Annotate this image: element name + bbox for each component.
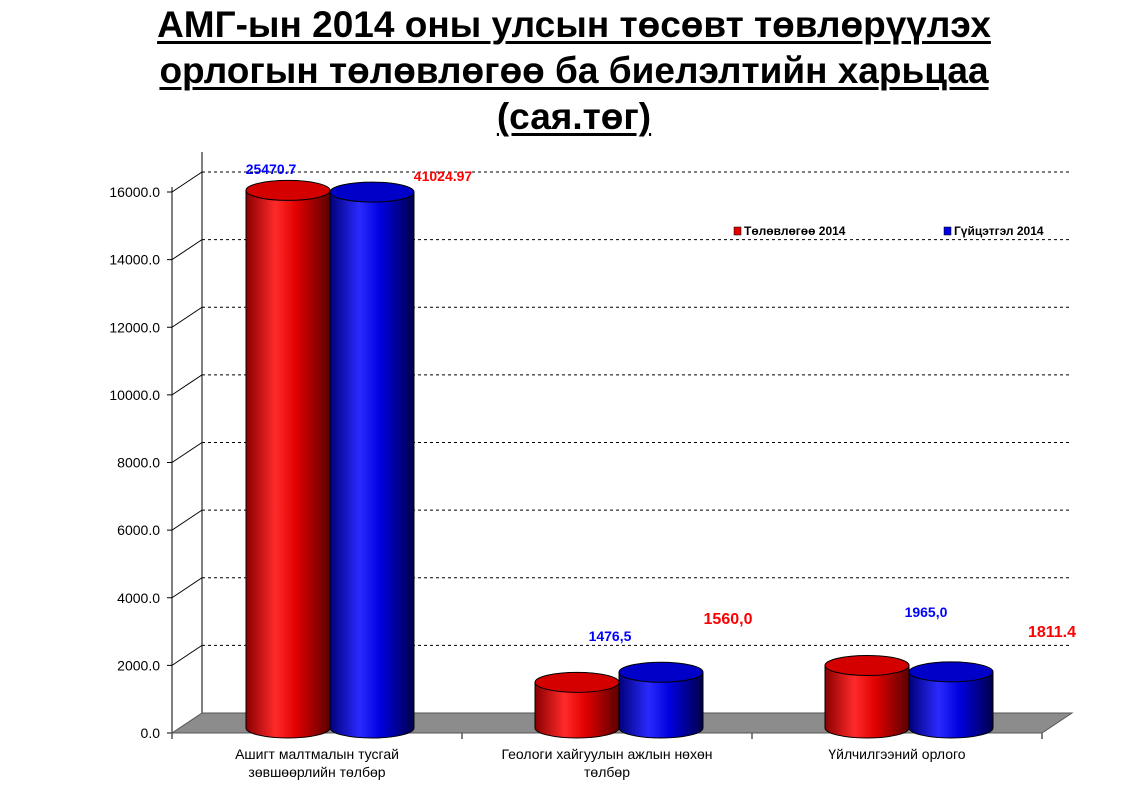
- gridline-side: [171, 171, 203, 193]
- legend-swatch: [733, 226, 742, 236]
- bar-cylinder-top: [534, 671, 620, 693]
- gridline-side: [171, 509, 203, 531]
- gridline-side: [171, 306, 203, 328]
- x-category-label: Геологи хайгуулын ажлын нөхөн: [502, 746, 713, 762]
- bar: [824, 654, 910, 739]
- bar-cylinder-top: [824, 654, 910, 676]
- data-label: 41024.97: [414, 168, 473, 184]
- legend-label: Гүйцэтгэл 2014: [954, 224, 1044, 238]
- bar-cylinder-top: [245, 179, 331, 201]
- bar-cylinder-body: [908, 671, 994, 739]
- data-labels: 25470.7 41024.97 1476,5 1560,0 1965,0 1811.4: [246, 161, 1076, 644]
- bar: [245, 179, 331, 739]
- data-label: 1476,5: [589, 628, 632, 644]
- legend: Төлөвлөгөө 2014 Гүйцэтгэл 2014: [733, 224, 1044, 238]
- data-label: 25470.7: [246, 161, 297, 177]
- gridline-side: [171, 374, 203, 396]
- y-tick-label: 0.0: [141, 725, 161, 741]
- chart-title-line-1: АМГ-ын 2014 оны улсын төсөвт төвлөрүүлэх: [157, 4, 991, 45]
- y-tick-label: 4000.0: [117, 590, 160, 606]
- y-tick-label: 12000.0: [109, 319, 160, 335]
- axes: 0.0 2000.0 4000.0 6000.0 8000.0 10000.0 12000.…: [109, 152, 1043, 780]
- gridline-side: [171, 644, 203, 666]
- y-tick-label: 8000.0: [117, 455, 160, 471]
- x-category-label: Ашигт малтмалын тусгай: [235, 746, 399, 762]
- bar-cylinder-top: [908, 661, 994, 683]
- bar: [329, 181, 415, 739]
- chart-title-line-2: орлогын төлөвлөгөө ба биелэлтийн харьцаа: [159, 50, 989, 91]
- legend-swatch: [943, 226, 952, 236]
- x-category-label: зөвшөөрлийн төлбөр: [248, 764, 385, 780]
- gridline-side: [171, 442, 203, 463]
- data-label: 1560,0: [704, 611, 753, 628]
- gridline-side: [171, 577, 203, 599]
- chart-title: АМГ-ын 2014 оны улсын төсөвт төвлөрүүлэх…: [0, 2, 1148, 140]
- data-label: 1965,0: [905, 604, 948, 620]
- bar-cylinder-body: [329, 191, 415, 739]
- bar-cylinder-top: [618, 661, 704, 683]
- bar-cylinder-body: [245, 189, 331, 739]
- bar: [534, 671, 620, 739]
- y-tick-label: 2000.0: [117, 657, 160, 673]
- bar-cylinder-body: [534, 681, 620, 739]
- y-tick-label: 14000.0: [109, 252, 160, 268]
- bar-cylinder-top: [329, 181, 415, 203]
- bars: [245, 179, 994, 739]
- y-tick-label: 6000.0: [117, 522, 160, 538]
- chart-title-line-3: (сая.төг): [496, 96, 652, 137]
- y-tick-label: 16000.0: [109, 184, 160, 200]
- bar-cylinder-body: [618, 671, 704, 739]
- x-category-label: төлбөр: [584, 764, 630, 780]
- gridline-side: [171, 239, 203, 261]
- x-category-label: Үйлчилгээний орлого: [828, 746, 965, 762]
- bar-cylinder-body: [824, 664, 910, 739]
- data-label: 1811.4: [1028, 624, 1076, 641]
- legend-label: Төлөвлөгөө 2014: [744, 224, 846, 238]
- bar: [908, 661, 994, 739]
- y-tick-label: 10000.0: [109, 387, 160, 403]
- bar: [618, 661, 704, 739]
